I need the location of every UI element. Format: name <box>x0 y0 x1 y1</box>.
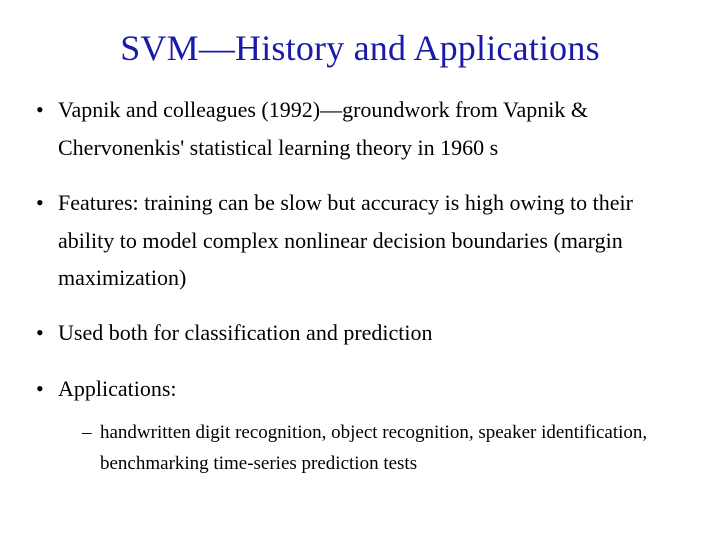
bullet-text: Applications: <box>58 376 177 401</box>
bullet-text: Features: training can be slow but accur… <box>58 190 633 290</box>
slide-title: SVM—History and Applications <box>36 28 684 69</box>
list-item: Used both for classification and predict… <box>36 314 684 351</box>
list-item: Features: training can be slow but accur… <box>36 184 684 296</box>
list-item: handwritten digit recognition, object re… <box>82 417 684 480</box>
bullet-text: Used both for classification and predict… <box>58 320 433 345</box>
slide: SVM—History and Applications Vapnik and … <box>0 0 720 540</box>
sub-bullet-text: handwritten digit recognition, object re… <box>100 422 647 474</box>
bullet-text: Vapnik and colleagues (1992)—groundwork … <box>58 97 588 159</box>
bullet-list: Vapnik and colleagues (1992)—groundwork … <box>36 91 684 479</box>
sub-bullet-list: handwritten digit recognition, object re… <box>58 417 684 480</box>
list-item: Vapnik and colleagues (1992)—groundwork … <box>36 91 684 166</box>
list-item: Applications: handwritten digit recognit… <box>36 370 684 480</box>
